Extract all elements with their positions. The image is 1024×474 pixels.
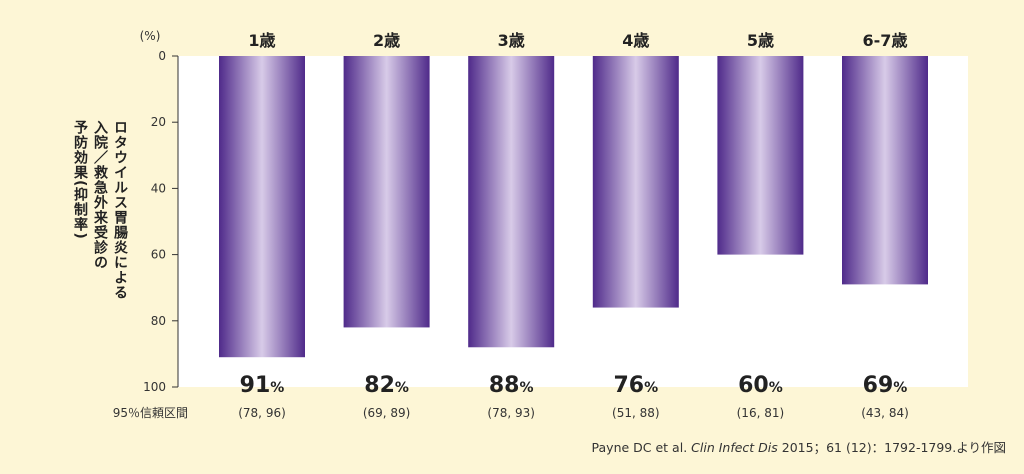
ci-label: 95％信頼区間: [113, 406, 188, 420]
bar: [592, 56, 679, 308]
y-axis-label-line-1: ロタウイルス胃腸炎による: [112, 120, 128, 300]
bar: [842, 56, 928, 285]
y-tick-label: 20: [151, 115, 166, 129]
value-number: 91: [240, 373, 271, 398]
bar: [717, 56, 804, 255]
category-label: 5歳: [747, 31, 774, 50]
value-unit: %: [395, 380, 409, 396]
value-label: 60%: [738, 373, 783, 398]
value-number: 60: [738, 373, 769, 398]
category-label: 2歳: [373, 31, 400, 50]
ci-value: (16, 81): [737, 406, 785, 420]
category-label: 6-7歳: [863, 31, 908, 50]
value-number: 69: [863, 373, 894, 398]
source-details: 2015；61 (12)：1792-1799.より作図: [781, 440, 1006, 455]
value-label: 76%: [613, 373, 658, 398]
value-number: 76: [613, 373, 644, 398]
y-tick-label: 100: [143, 380, 166, 394]
value-unit: %: [519, 380, 533, 396]
source-citation: Payne DC et al. Clin Infect Dis 2015；61 …: [592, 437, 1006, 456]
plot-area: [178, 56, 968, 387]
y-axis-label: ロタウイルス胃腸炎による 入院／救急外来受診の 予防効果(抑制率): [58, 120, 138, 320]
bar: [468, 56, 555, 348]
value-unit: %: [893, 380, 907, 396]
bar: [219, 56, 305, 358]
value-unit: %: [270, 380, 284, 396]
ci-value: (78, 96): [238, 406, 286, 420]
ci-value: (78, 93): [487, 406, 535, 420]
y-axis-label-line-2: 入院／救急外来受診の: [92, 120, 108, 270]
bar: [343, 56, 430, 328]
y-tick-label: 0: [158, 49, 166, 63]
y-axis-label-line-3: 予防効果(抑制率): [72, 120, 88, 240]
value-unit: %: [644, 380, 658, 396]
value-number: 82: [364, 373, 395, 398]
ci-value: (51, 88): [612, 406, 660, 420]
y-tick-label: 60: [151, 248, 166, 262]
y-tick-label: 80: [151, 314, 166, 328]
value-label: 91%: [240, 373, 285, 398]
source-journal: Clin Infect Dis: [691, 440, 778, 455]
category-label: 1歳: [248, 31, 275, 50]
ci-value: (69, 89): [363, 406, 411, 420]
value-unit: %: [769, 380, 783, 396]
y-tick-label: 40: [151, 181, 166, 195]
y-axis-unit: (%): [140, 29, 161, 43]
value-label: 88%: [489, 373, 534, 398]
category-label: 4歳: [622, 31, 649, 50]
value-label: 82%: [364, 373, 409, 398]
category-label: 3歳: [498, 31, 525, 50]
value-label: 69%: [863, 373, 908, 398]
ci-value: (43, 84): [861, 406, 909, 420]
source-authors: Payne DC et al.: [591, 440, 688, 455]
value-number: 88: [489, 373, 520, 398]
